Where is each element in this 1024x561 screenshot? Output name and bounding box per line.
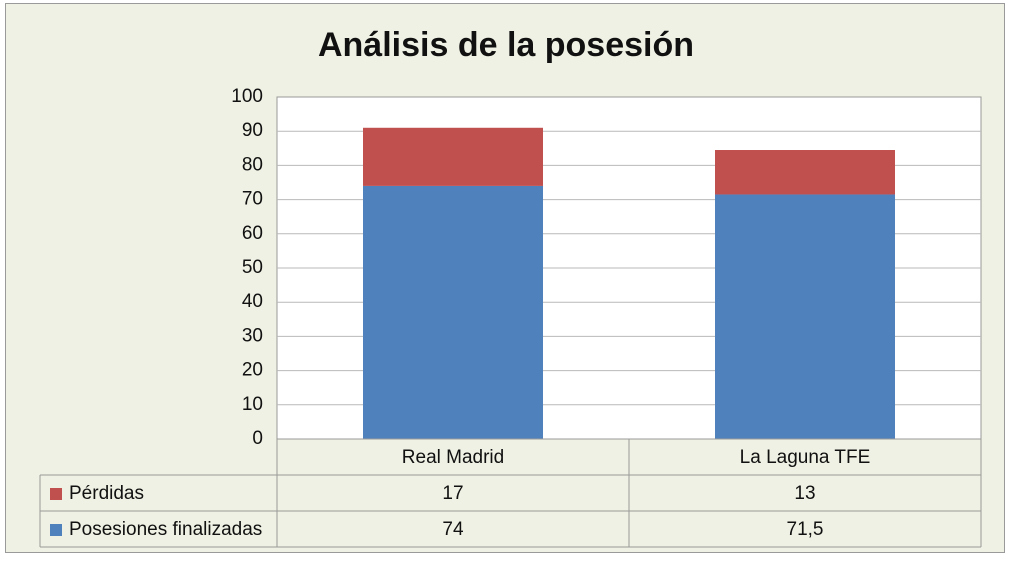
bar-posesiones-0 [363, 185, 543, 439]
data-value: 17 [442, 483, 463, 504]
y-tick-label: 100 [231, 86, 263, 107]
chart-title: Análisis de la posesión [317, 26, 694, 64]
y-tick-label: 70 [242, 189, 263, 210]
y-tick-label: 40 [242, 291, 263, 312]
category-label: La Laguna TFE [740, 447, 871, 468]
chart-frame: Análisis de la posesión 0 10 20 30 40 50 60 70 8… [5, 3, 1005, 553]
legend-swatch-perdidas [50, 488, 62, 500]
y-tick-label: 50 [242, 257, 263, 278]
legend-label: Pérdidas [69, 483, 144, 504]
bar-posesiones-1 [715, 194, 895, 439]
category-label: Real Madrid [402, 447, 504, 468]
legend-swatch-posesiones [50, 524, 62, 536]
y-tick-label: 90 [242, 120, 263, 141]
y-tick-label: 80 [242, 154, 263, 175]
chart-canvas: 0 10 20 30 40 50 60 70 80 90 100 Real Madrid La Lagu… [39, 86, 982, 548]
data-value: 74 [442, 519, 464, 540]
data-value: 71,5 [787, 519, 824, 540]
bar-perdidas-0 [363, 127, 543, 186]
bar-perdidas-1 [715, 150, 895, 195]
y-tick-label: 60 [242, 223, 263, 244]
legend-label: Posesiones finalizadas [69, 519, 262, 540]
y-tick-label: 30 [242, 325, 263, 346]
y-tick-label: 0 [252, 428, 263, 449]
y-tick-label: 20 [242, 360, 263, 381]
data-value: 13 [794, 483, 815, 504]
y-tick-label: 10 [242, 394, 263, 415]
